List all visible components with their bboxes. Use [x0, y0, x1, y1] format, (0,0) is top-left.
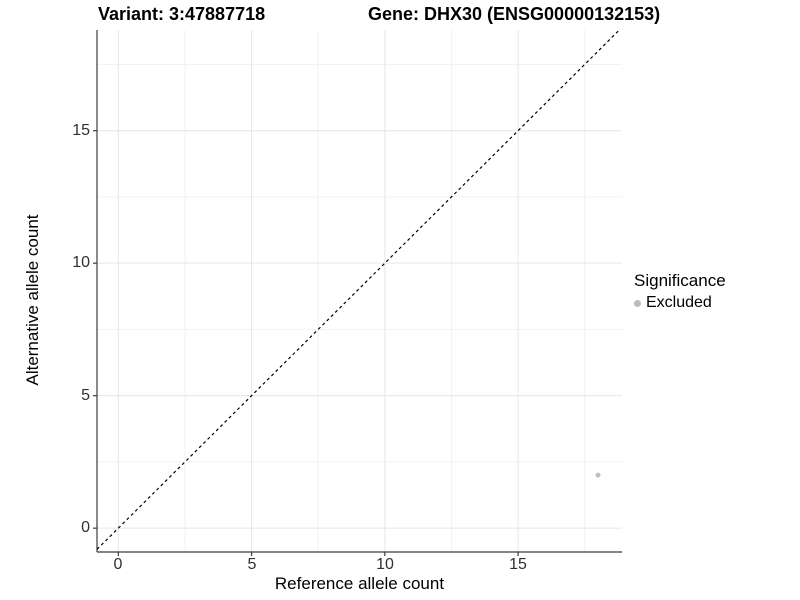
identity-line [96, 29, 620, 550]
data-point [595, 472, 601, 478]
y-tick-label: 0 [81, 519, 90, 536]
legend-item-label: Excluded [646, 294, 712, 311]
x-tick-label: 15 [509, 556, 527, 573]
legend-point-icon [634, 299, 641, 307]
legend-title: Significance [634, 271, 726, 290]
plot-title-gene: Gene: DHX30 (ENSG00000132153) [368, 4, 661, 24]
x-tick-label: 5 [247, 556, 257, 573]
legend-item-excluded: Excluded [634, 293, 726, 313]
x-axis-label: Reference allele count [274, 574, 445, 593]
x-tick-label: 0 [113, 556, 123, 573]
plot-title-variant: Variant: 3:47887718 [98, 4, 266, 24]
y-axis-label: Alternative allele count [23, 214, 42, 386]
legend: Significance Excluded [634, 271, 726, 313]
y-tick-label: 5 [81, 387, 90, 404]
y-tick-label: 15 [72, 122, 90, 139]
x-tick-label: 10 [376, 556, 394, 573]
y-tick-label: 10 [72, 254, 90, 271]
